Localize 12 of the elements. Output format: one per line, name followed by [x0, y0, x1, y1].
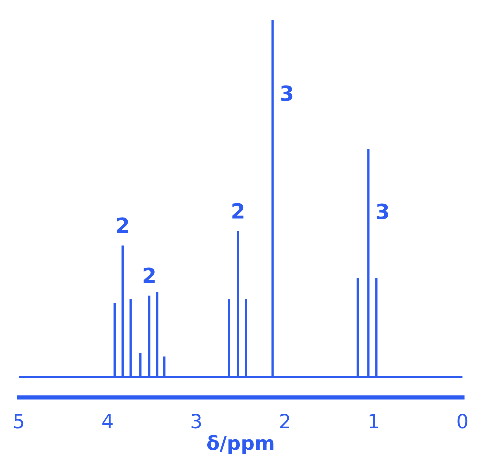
annotation: 2	[117, 218, 128, 234]
x-tick-label: 2	[280, 414, 290, 428]
x-tick-label: 1	[370, 414, 378, 428]
annotation: 3	[281, 86, 293, 102]
x-tick-label: 4	[102, 414, 113, 428]
x-tick-label: 3	[192, 414, 202, 429]
annotation: 3	[376, 204, 388, 220]
annotation: 2	[144, 268, 155, 284]
annotation: 2	[232, 203, 244, 219]
x-tick-label: 5	[14, 414, 24, 429]
x-axis-title: δ/ppm	[207, 435, 274, 454]
x-tick-label: 0	[458, 414, 468, 429]
